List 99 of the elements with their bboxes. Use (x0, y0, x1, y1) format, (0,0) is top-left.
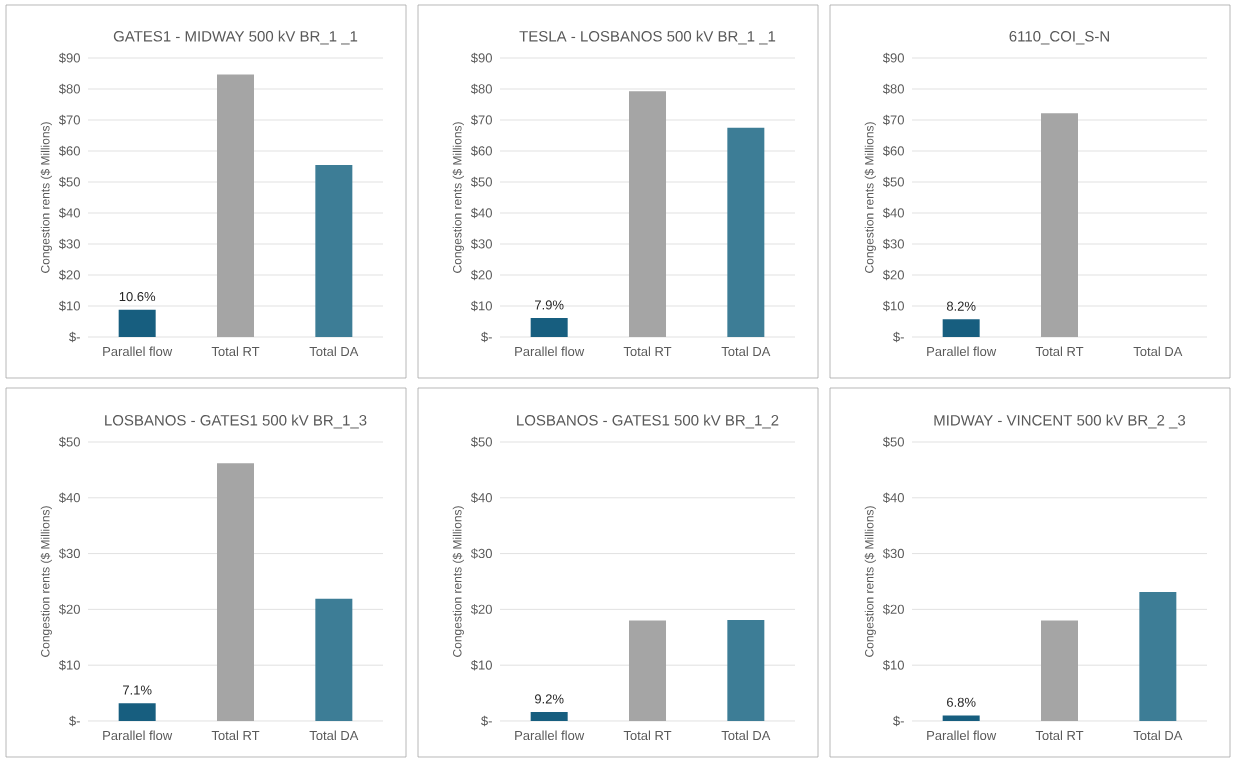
y-tick-label: $40 (470, 207, 492, 219)
y-tick-label: $30 (58, 548, 80, 559)
x-tick-label: Total DA (309, 730, 359, 741)
y-tick-label: $70 (58, 114, 80, 126)
y-tick-label: $20 (58, 269, 80, 281)
y-tick-label: $30 (882, 548, 904, 559)
chart-title: MIDWAY - VINCENT 500 kV BR_2 _3 (934, 414, 1186, 429)
x-tick-label: Parallel flow (515, 730, 585, 741)
y-tick-label: $- (69, 715, 80, 727)
x-tick-label: Parallel flow (103, 346, 173, 357)
y-tick-label: $10 (882, 300, 904, 312)
y-tick-label: $80 (58, 83, 80, 95)
y-tick-label: $30 (470, 238, 492, 250)
y-tick-label: $20 (470, 604, 492, 615)
bar (727, 127, 765, 337)
y-tick-label: $10 (882, 659, 904, 671)
bar (118, 703, 156, 721)
y-axis-title: Congestion rents ($ Millions) (40, 506, 52, 657)
y-tick-label: $50 (470, 176, 492, 188)
y-tick-label: $50 (58, 436, 80, 448)
bar (629, 91, 667, 337)
y-tick-label: $50 (882, 436, 904, 448)
bar (217, 463, 255, 721)
chart-title: LOSBANOS - GATES1 500 kV BR_1_2 (517, 414, 779, 429)
y-tick-label: $40 (882, 492, 904, 504)
x-tick-label: Total DA (721, 346, 771, 357)
annotation: 10.6% (119, 291, 156, 302)
y-tick-label: $30 (470, 548, 492, 559)
annotation: 9.2% (534, 694, 564, 704)
bar (629, 620, 667, 721)
y-tick-label: $20 (882, 269, 904, 281)
y-tick-label: $60 (470, 145, 492, 157)
x-tick-label: Total RT (1035, 346, 1084, 357)
chart-title: LOSBANOS - GATES1 500 kV BR_1_3 (105, 414, 367, 429)
bar (1139, 592, 1177, 721)
bar (942, 715, 980, 721)
x-tick-label: Parallel flow (927, 346, 997, 357)
y-tick-label: $40 (882, 207, 904, 219)
x-tick-label: Total RT (211, 730, 260, 741)
y-axis-title: Congestion rents ($ Millions) (452, 506, 464, 657)
y-tick-label: $- (69, 331, 80, 343)
y-axis-title: Congestion rents ($ Millions) (452, 122, 464, 273)
y-tick-label: $40 (58, 207, 80, 219)
y-tick-label: $50 (58, 176, 80, 188)
annotation: 7.9% (535, 300, 564, 310)
chart-title: 6110_COI_S-N (1009, 31, 1109, 45)
x-tick-label: Parallel flow (927, 730, 997, 741)
chart-title: TESLA - LOSBANOS 500 kV BR_1 _1 (519, 30, 776, 45)
y-tick-label: $20 (470, 269, 492, 281)
x-tick-label: Parallel flow (103, 730, 173, 741)
y-axis-title: Congestion rents ($ Millions) (40, 122, 52, 273)
y-tick-label: $- (893, 331, 904, 343)
chart-title: GATES1 - MIDWAY 500 kV BR_1 _1 (113, 30, 358, 45)
y-tick-label: $- (481, 331, 492, 343)
y-tick-label: $90 (470, 52, 492, 64)
y-tick-label: $40 (470, 492, 492, 504)
x-tick-label: Total RT (623, 346, 672, 357)
x-tick-label: Total RT (1035, 730, 1084, 741)
y-tick-label: $60 (882, 145, 904, 157)
bar (118, 309, 156, 337)
x-tick-label: Total DA (721, 730, 771, 741)
y-tick-label: $10 (58, 300, 80, 312)
annotation: 6.8% (947, 697, 976, 707)
y-tick-label: $- (893, 715, 904, 727)
y-tick-label: $10 (470, 300, 492, 312)
bar (530, 712, 568, 721)
annotation: 7.1% (123, 685, 152, 695)
y-tick-label: $80 (882, 83, 904, 95)
y-tick-label: $20 (58, 604, 80, 615)
y-tick-label: $50 (470, 436, 492, 448)
y-tick-label: $20 (882, 604, 904, 615)
x-tick-label: Parallel flow (515, 346, 585, 357)
x-tick-label: Total RT (211, 346, 260, 357)
y-tick-label: $60 (58, 145, 80, 157)
y-axis-title: Congestion rents ($ Millions) (864, 506, 876, 657)
x-tick-label: Total DA (1133, 730, 1183, 741)
y-tick-label: $90 (882, 52, 904, 64)
bar (727, 619, 765, 721)
x-tick-label: Total DA (309, 346, 359, 357)
y-tick-label: $10 (470, 659, 492, 671)
y-tick-label: $80 (470, 83, 492, 95)
annotation: 8.2% (946, 301, 976, 311)
y-tick-label: $30 (58, 238, 80, 250)
y-tick-label: $40 (58, 492, 80, 504)
y-tick-label: $90 (58, 52, 80, 64)
bar (217, 74, 255, 337)
bar (315, 598, 353, 721)
y-tick-label: $- (481, 715, 492, 727)
bar (530, 318, 568, 337)
y-tick-label: $30 (882, 238, 904, 250)
x-tick-label: Total DA (1133, 346, 1183, 357)
bar (1041, 620, 1079, 721)
y-tick-label: $50 (882, 176, 904, 188)
y-tick-label: $10 (58, 659, 80, 671)
y-tick-label: $70 (882, 114, 904, 126)
bar (315, 164, 353, 337)
y-axis-title: Congestion rents ($ Millions) (864, 122, 876, 273)
x-tick-label: Total RT (623, 730, 672, 741)
y-tick-label: $70 (470, 114, 492, 126)
